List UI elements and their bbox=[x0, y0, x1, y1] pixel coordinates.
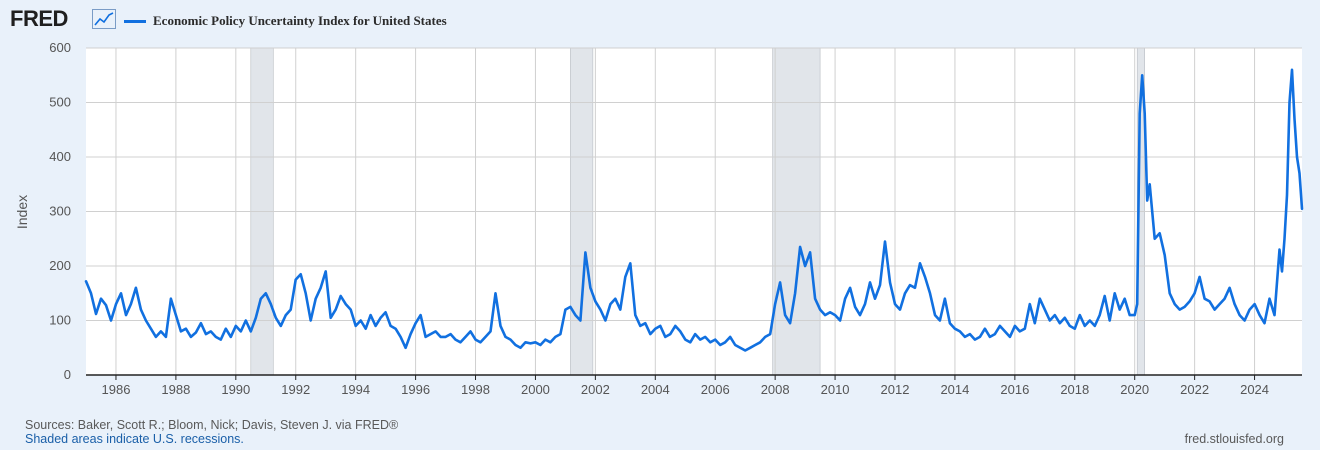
legend-swatch bbox=[124, 20, 146, 23]
x-tick-label: 1994 bbox=[341, 382, 370, 397]
line-chart-icon bbox=[92, 9, 116, 29]
x-tick-label: 2020 bbox=[1120, 382, 1149, 397]
site-url[interactable]: fred.stlouisfed.org bbox=[1184, 432, 1284, 446]
x-tick-label: 2016 bbox=[1000, 382, 1029, 397]
series-line bbox=[84, 68, 1304, 352]
x-tick-label: 2010 bbox=[821, 382, 850, 397]
y-tick-label: 100 bbox=[49, 313, 71, 328]
x-tick-label: 2004 bbox=[641, 382, 670, 397]
x-tick-label: 1992 bbox=[281, 382, 310, 397]
y-tick-label: 0 bbox=[64, 367, 71, 382]
x-tick-label: 2000 bbox=[521, 382, 550, 397]
y-axis-ticks: 0 100 200 300 400 500 600 bbox=[49, 40, 71, 382]
x-tick-label: 2008 bbox=[761, 382, 790, 397]
x-tick-label: 2018 bbox=[1060, 382, 1089, 397]
x-tick-label: 1996 bbox=[401, 382, 430, 397]
series-layer bbox=[84, 68, 1304, 352]
x-tick-label: 2024 bbox=[1240, 382, 1269, 397]
x-tick-label: 2012 bbox=[881, 382, 910, 397]
y-tick-label: 600 bbox=[49, 40, 71, 55]
recession-note[interactable]: Shaded areas indicate U.S. recessions. bbox=[25, 432, 244, 446]
chart-header: FRED Economic Policy Uncertainty Index f… bbox=[0, 0, 1320, 44]
grid-lines bbox=[86, 47, 1302, 375]
fred-logo[interactable]: FRED bbox=[10, 6, 68, 31]
y-axis-title: Index bbox=[14, 195, 30, 229]
x-tick-label: 2014 bbox=[940, 382, 969, 397]
x-tick-label: 1990 bbox=[221, 382, 250, 397]
x-tick-label: 1998 bbox=[461, 382, 490, 397]
x-tick-label: 2002 bbox=[581, 382, 610, 397]
legend-series-label: Economic Policy Uncertainty Index for Un… bbox=[153, 13, 447, 28]
y-tick-label: 300 bbox=[49, 204, 71, 219]
y-tick-label: 500 bbox=[49, 95, 71, 110]
y-tick-label: 400 bbox=[49, 149, 71, 164]
x-tick-label: 2006 bbox=[701, 382, 730, 397]
x-tick-label: 1986 bbox=[102, 382, 131, 397]
x-tick-label: 1988 bbox=[161, 382, 190, 397]
x-tick-label: 2022 bbox=[1180, 382, 1209, 397]
sources-note: Sources: Baker, Scott R.; Bloom, Nick; D… bbox=[25, 418, 399, 432]
x-axis-ticks: 1986 1988 1990 1992 1994 1996 1998 2000 2002 2004… bbox=[102, 375, 1269, 397]
y-tick-label: 200 bbox=[49, 258, 71, 273]
